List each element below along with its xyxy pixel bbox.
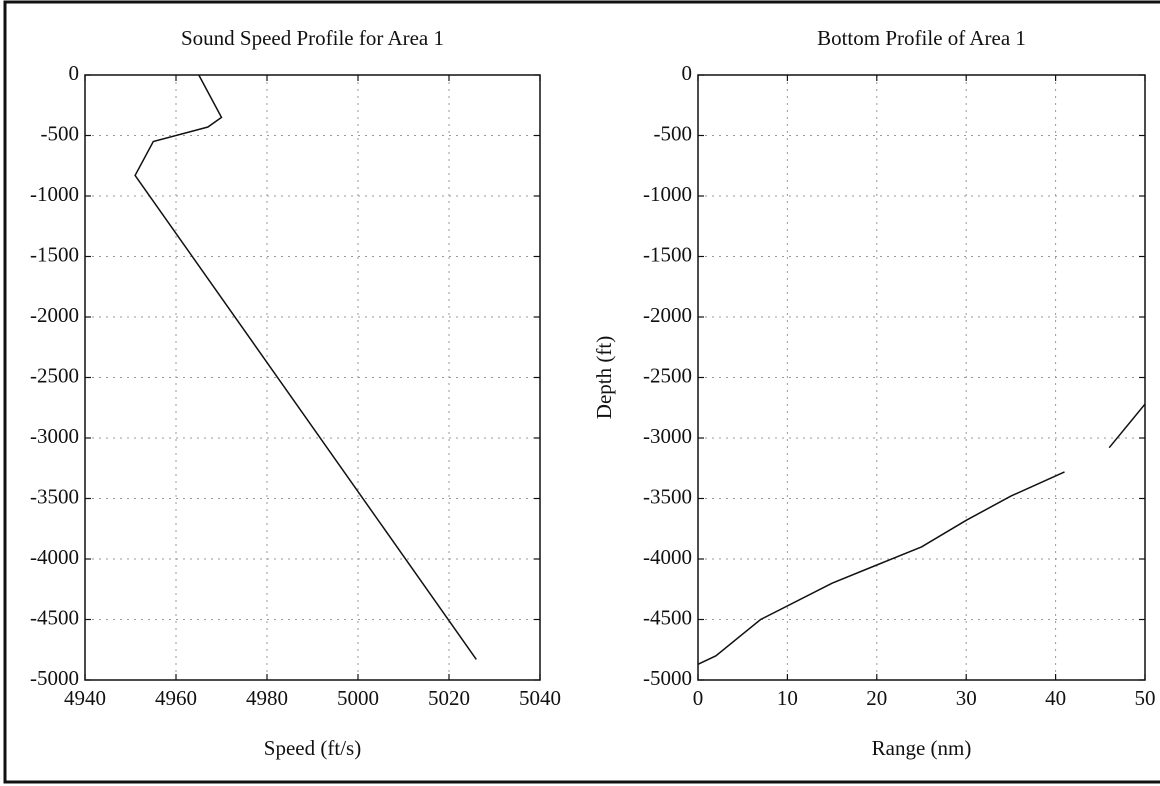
frame: [3, 0, 1160, 784]
x-tick-label: 20: [866, 686, 887, 710]
y-tick-label: -3500: [643, 484, 692, 508]
y-tick-label: -4000: [30, 545, 79, 569]
y-tick-label: -500: [654, 121, 693, 145]
x-tick-label: 10: [777, 686, 798, 710]
data-line: [134, 74, 477, 660]
x-tick-label: 5040: [519, 686, 561, 710]
y-tick-label: -3000: [30, 424, 79, 448]
x-tick-label: 4960: [155, 686, 197, 710]
y-tick-label: -2500: [643, 363, 692, 387]
x-tick-label: 4940: [64, 686, 106, 710]
x-tick-label: 50: [1135, 686, 1156, 710]
y-tick-label: -500: [41, 121, 80, 145]
data-line: [697, 471, 1065, 665]
y-tick-label: -1000: [30, 182, 79, 206]
y-tick-label: -2000: [30, 303, 79, 327]
y-tick-label: 0: [69, 61, 80, 85]
x-tick-label: 5000: [337, 686, 379, 710]
x-tick-label: 5020: [428, 686, 470, 710]
y-tick-label: -1500: [30, 242, 79, 266]
data-line: [1108, 403, 1146, 449]
x-tick-label: 4980: [246, 686, 288, 710]
plot-frame: [84, 74, 541, 681]
y-tick-label: -2000: [643, 303, 692, 327]
x-axis-label: Range (nm): [872, 736, 972, 760]
chart-title: Bottom Profile of Area 1: [817, 26, 1026, 50]
y-tick-label: 0: [682, 61, 693, 85]
y-tick-label: -3000: [643, 424, 692, 448]
y-tick-label: -2500: [30, 363, 79, 387]
plot-frame: [697, 74, 1146, 681]
x-axis-label: Speed (ft/s): [264, 736, 361, 760]
x-tick-label: 40: [1045, 686, 1066, 710]
y-tick-label: -5000: [30, 666, 79, 690]
x-tick-label: 30: [956, 686, 977, 710]
y-axis-label: Depth (ft): [592, 336, 616, 419]
y-tick-label: -1500: [643, 242, 692, 266]
y-tick-label: -4000: [643, 545, 692, 569]
y-tick-label: -4500: [643, 605, 692, 629]
x-tick-label: 0: [693, 686, 704, 710]
y-tick-label: -5000: [643, 666, 692, 690]
chart-title: Sound Speed Profile for Area 1: [181, 26, 444, 50]
y-tick-label: -1000: [643, 182, 692, 206]
y-tick-label: -4500: [30, 605, 79, 629]
y-tick-label: -3500: [30, 484, 79, 508]
